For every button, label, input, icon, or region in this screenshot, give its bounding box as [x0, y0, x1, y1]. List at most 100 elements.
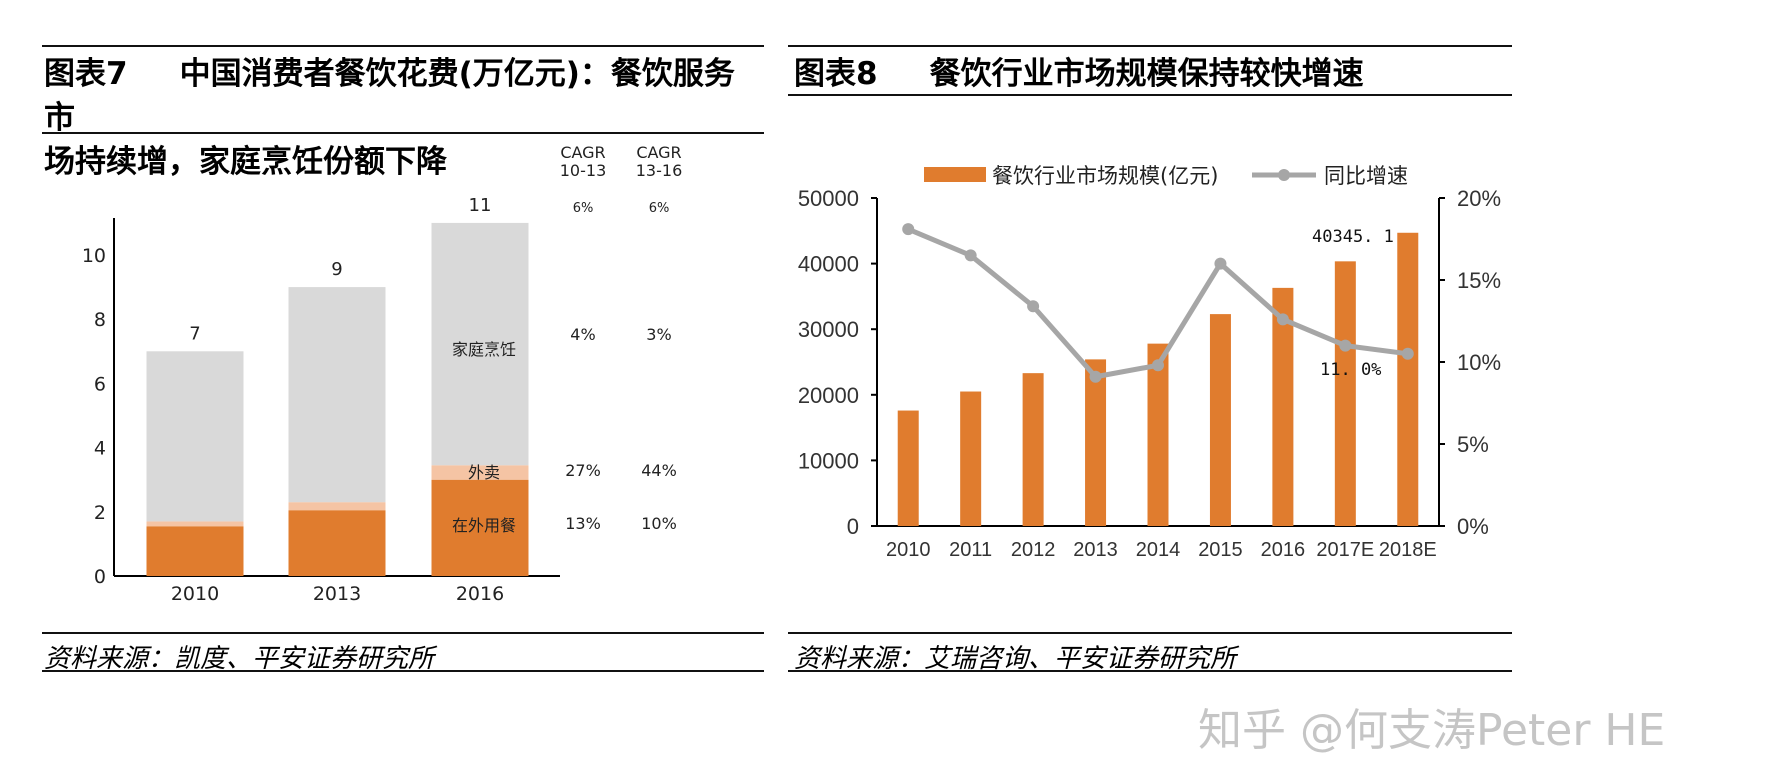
left-segment-label: 家庭烹饪 [452, 340, 516, 359]
left-bar-2013-seg-2 [288, 287, 386, 503]
cagr-value-10-13: 4% [570, 325, 595, 344]
cagr-value-10-13: 27% [565, 461, 601, 480]
right-left-y-tick-label: 0 [847, 514, 859, 539]
right-x-tick-label: 2018E [1379, 539, 1437, 561]
left-title-line1: 中国消费者餐饮花费(万亿元)：餐饮服务市 [44, 56, 735, 136]
left-source-note: 资料来源：凯度、平安证券研究所 [44, 644, 435, 674]
right-x-tick-label: 2017E [1316, 539, 1374, 561]
left-top-rule [42, 45, 764, 47]
left-total-label: 11 [469, 195, 492, 216]
legend-line-label: 同比增速 [1324, 164, 1408, 188]
cagr-value-13-16: 3% [646, 325, 671, 344]
right-annotation-2017-growth: 11. 0% [1320, 360, 1381, 380]
right-growth-point [1027, 300, 1040, 313]
left-y-tick-label: 4 [94, 438, 106, 460]
cagr-header: CAGR [560, 143, 605, 162]
right-bar-2012 [1022, 373, 1044, 526]
right-bottom-rule [788, 632, 1512, 634]
left-y-tick-label: 8 [94, 309, 106, 331]
right-growth-point [902, 223, 915, 236]
right-x-tick-label: 2014 [1136, 539, 1181, 561]
watermark: 知乎 @何支涛Peter HE [1198, 705, 1666, 756]
left-total-label: 7 [189, 323, 200, 344]
left-total-label: 9 [331, 259, 342, 280]
right-growth-point [1401, 347, 1414, 360]
right-top-rule [788, 45, 1512, 47]
right-growth-point [1089, 370, 1102, 383]
left-x-tick-label: 2013 [313, 583, 361, 605]
right-bar-line-chart: 0 10000 20000 30000 40000 50000 0% 5% 10% 15% 20% 2… [798, 164, 1501, 561]
left-bottom-rule [42, 632, 764, 634]
left-bar-2016-seg-2 [431, 222, 529, 466]
left-bar-2010-seg-0 [146, 526, 244, 576]
cagr-value-13-16: 10% [641, 514, 677, 533]
cagr-value-10-13: 13% [565, 514, 601, 533]
right-annotation-2017-value: 40345. 1 [1312, 227, 1394, 247]
legend-bar-swatch [924, 167, 986, 182]
left-y-tick-label: 10 [82, 245, 106, 267]
cagr-value-10-13: 6% [573, 201, 594, 216]
cagr-value-13-16: 44% [641, 461, 677, 480]
right-x-tick-label: 2012 [1011, 539, 1056, 561]
left-title-line2: 场持续增，家庭烹饪份额下降 [44, 144, 447, 180]
left-figure-number: 图表7 [44, 56, 128, 92]
right-bar-2011 [960, 391, 982, 526]
left-bar-2016-seg-1 [431, 465, 529, 480]
right-x-tick-label: 2015 [1198, 539, 1243, 561]
right-right-y-tick-label: 5% [1457, 432, 1489, 457]
left-bar-2010-seg-2 [146, 351, 244, 522]
left-x-tick-label: 2016 [456, 583, 504, 605]
right-growth-point [1276, 313, 1289, 326]
left-bar-2010-seg-1 [146, 521, 244, 527]
right-right-y-tick-label: 20% [1457, 186, 1501, 211]
right-figure-number: 图表8 [794, 56, 878, 92]
right-left-y-tick-label: 50000 [798, 186, 859, 211]
right-growth-point [1339, 339, 1352, 352]
right-bar-2016 [1272, 287, 1294, 526]
right-title-text: 餐饮行业市场规模保持较快增速 [929, 56, 1364, 92]
right-right-y-tick-label: 10% [1457, 350, 1501, 375]
left-bar-2013-seg-1 [288, 502, 386, 511]
cagr-header: CAGR [636, 143, 681, 162]
right-chart-title: 图表8 餐饮行业市场规模保持较快增速 [794, 52, 1514, 96]
cagr-header: 13-16 [636, 161, 683, 180]
right-bar-2010 [897, 410, 919, 526]
right-x-tick-label: 2011 [949, 539, 992, 561]
right-x-tick-label: 2010 [886, 539, 931, 561]
right-left-y-tick-label: 30000 [798, 317, 859, 342]
right-footer-rule [788, 670, 1512, 672]
left-y-tick-label: 2 [94, 502, 106, 524]
right-left-y-tick-label: 10000 [798, 448, 859, 473]
right-source-note: 资料来源：艾瑞咨询、平安证券研究所 [794, 644, 1237, 674]
right-growth-point [1152, 359, 1164, 372]
legend-bar-label: 餐饮行业市场规模(亿元) [992, 164, 1218, 188]
right-left-y-tick-label: 40000 [798, 252, 859, 277]
right-right-y-tick-label: 15% [1457, 268, 1501, 293]
left-title-rule [42, 132, 764, 134]
left-x-tick-label: 2010 [171, 583, 219, 605]
left-chart-title: 图表7 中国消费者餐饮花费(万亿元)：餐饮服务市 场持续增，家庭烹饪份额下降 [44, 52, 764, 184]
left-segment-label: 在外用餐 [452, 516, 516, 535]
right-bar-2013 [1085, 359, 1107, 526]
cagr-header: 10-13 [560, 161, 607, 180]
left-y-tick-label: 0 [94, 566, 106, 588]
left-footer-rule [42, 670, 764, 672]
right-bar-2017E [1334, 261, 1356, 526]
left-bar-2013-seg-0 [288, 510, 386, 576]
left-stacked-bar-chart: 02468107201092013112016在外用餐外卖家庭烹饪CAGR10-… [82, 143, 683, 605]
right-x-tick-label: 2013 [1073, 539, 1118, 561]
right-bar-2018E [1397, 232, 1419, 526]
right-growth-point [964, 249, 977, 262]
right-bar-2015 [1209, 314, 1231, 526]
legend-line-marker [1278, 169, 1290, 181]
right-right-y-tick-label: 0% [1457, 514, 1489, 539]
right-left-y-tick-label: 20000 [798, 383, 859, 408]
right-growth-point [1214, 257, 1227, 270]
right-title-rule [788, 94, 1512, 96]
left-segment-label: 外卖 [468, 463, 500, 482]
right-bar-2014 [1147, 343, 1169, 526]
left-bar-2016-seg-0 [431, 479, 529, 576]
right-x-tick-label: 2016 [1261, 539, 1306, 561]
cagr-value-13-16: 6% [649, 201, 670, 216]
left-y-tick-label: 6 [94, 373, 106, 395]
